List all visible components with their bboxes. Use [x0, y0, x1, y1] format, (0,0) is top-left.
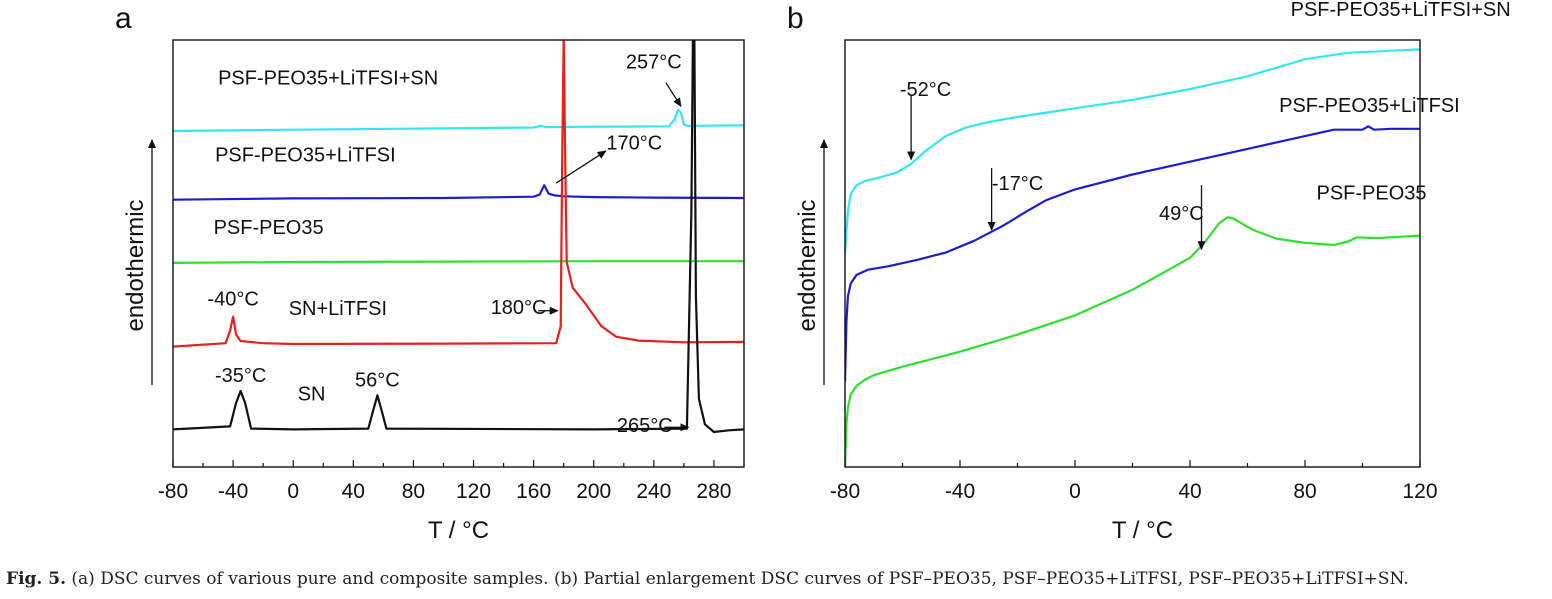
- x-axis-label: T / °C: [428, 517, 489, 544]
- y-axis-label: endothermic: [794, 199, 821, 331]
- series-line-psf-peo35: [173, 260, 744, 264]
- annotation-label: -40°C: [207, 288, 258, 310]
- series-label: PSF-PEO35: [1317, 183, 1427, 205]
- series-label: PSF-PEO35+LiTFSI: [1279, 95, 1460, 117]
- plot-frame: [172, 39, 745, 468]
- x-tick-label: -40: [218, 480, 248, 503]
- x-tick-label: 0: [287, 480, 299, 503]
- x-axis-label: T / °C: [1112, 517, 1173, 544]
- series-line-psf-peo35-litfsi: [173, 184, 744, 201]
- annotation-arrow: [555, 150, 607, 184]
- series-group: [845, 48, 1420, 467]
- x-tick-label: -80: [830, 480, 860, 503]
- panel-label-b: b: [787, 2, 804, 35]
- dsc-figure-svg: -80 -40 0 40 80 120 160 200 240 280 T / °C endother…: [115, 0, 1511, 544]
- x-tick-label: -40: [945, 480, 975, 503]
- caption-label: Fig. 5.: [6, 569, 66, 589]
- annotation-label: -35°C: [215, 365, 266, 387]
- x-tick-label: 200: [576, 480, 611, 503]
- x-tick-label: 240: [636, 480, 671, 503]
- series-label: PSF-PEO35+LiTFSI+SN: [218, 67, 438, 89]
- panel-label-a: a: [115, 2, 132, 35]
- series-label: SN+LiTFSI: [289, 298, 387, 320]
- annotation-label: 257°C: [626, 51, 682, 73]
- series-label: PSF-PEO35: [214, 217, 324, 239]
- series-line-sn-litfsi: [173, 40, 744, 348]
- x-tick-label: 40: [1178, 480, 1201, 503]
- y-axis-label: endothermic: [122, 199, 149, 331]
- annotation-label: -52°C: [900, 79, 951, 101]
- chart-panel-a: -80 -40 0 40 80 120 160 200 240 280 T / °C endother…: [115, 2, 745, 544]
- x-tick-label: 120: [456, 480, 491, 503]
- annotation-label: 49°C: [1159, 203, 1204, 225]
- x-tick-label: 280: [696, 480, 731, 503]
- annotation-label: 170°C: [606, 132, 662, 154]
- series-label: PSF-PEO35+LiTFSI+SN: [1291, 0, 1511, 21]
- series-line-sn: [173, 40, 744, 434]
- annotation-arrow: [665, 82, 682, 108]
- series-line-psf-peo35-litfsi-sn: [845, 48, 1420, 254]
- series-line-psf-peo35-litfsi-sn: [173, 108, 744, 133]
- caption-text: (a) DSC curves of various pure and compo…: [66, 569, 1409, 589]
- x-tick-label: 120: [1402, 480, 1437, 503]
- x-tick-label: 160: [516, 480, 551, 503]
- x-tick-label: 40: [342, 480, 365, 503]
- x-tick-label: -80: [158, 480, 188, 503]
- annotation-label: 56°C: [355, 369, 400, 391]
- chart-panel-b: -80 -40 0 40 80 120 T / °C endothermic b PSF-PEO3…: [787, 0, 1511, 544]
- x-tick-label: 0: [1069, 480, 1081, 503]
- x-tick-label: 80: [1293, 480, 1316, 503]
- series-label: PSF-PEO35+LiTFSI: [215, 144, 396, 166]
- x-tick-label: 80: [402, 480, 425, 503]
- figure: -80 -40 0 40 80 120 160 200 240 280 T / °C endother…: [115, 0, 1511, 544]
- series-group: [173, 40, 744, 434]
- annotation-label: 265°C: [617, 415, 673, 437]
- annotation-label: 180°C: [491, 297, 547, 319]
- figure-caption: Fig. 5. (a) DSC curves of various pure a…: [6, 569, 1550, 589]
- series-line-psf-peo35: [845, 216, 1420, 467]
- series-line-psf-peo35-litfsi: [845, 125, 1420, 382]
- annotation-label: -17°C: [992, 173, 1043, 195]
- series-label: SN: [298, 383, 326, 405]
